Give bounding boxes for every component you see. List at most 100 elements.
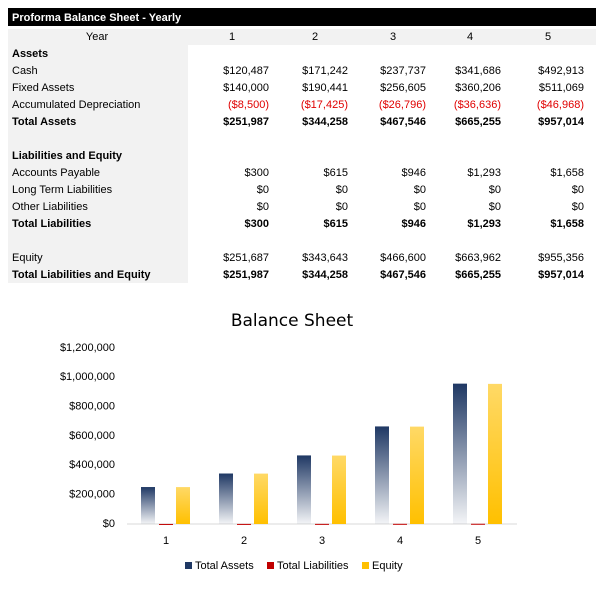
y-tick-label: $1,000,000 — [60, 371, 115, 383]
row-label: Other Liabilities — [12, 201, 88, 213]
row-label: Total Assets — [12, 116, 76, 128]
cell: $0 — [336, 201, 348, 213]
cell: $0 — [257, 201, 269, 213]
legend-label: Total Assets — [195, 560, 254, 572]
legend-swatch — [185, 562, 192, 569]
x-tick-label: 1 — [163, 535, 169, 547]
label-column-bg — [8, 45, 188, 283]
cell: $251,987 — [223, 116, 269, 128]
row-label: Accounts Payable — [12, 167, 100, 179]
row-label: Cash — [12, 65, 38, 77]
x-tick-label: 5 — [475, 535, 481, 547]
bar — [176, 487, 190, 524]
chart-title: Balance Sheet — [231, 311, 354, 331]
cell: $955,356 — [538, 252, 584, 264]
cell: $615 — [324, 218, 348, 230]
cell: $957,014 — [538, 269, 585, 281]
cell: $1,658 — [550, 167, 584, 179]
row-label: Accumulated Depreciation — [12, 99, 140, 111]
cell: $492,913 — [538, 65, 584, 77]
header-row-bg — [8, 29, 596, 45]
header-cell: Year — [86, 31, 109, 43]
cell: $341,686 — [455, 65, 501, 77]
cell: $251,987 — [223, 269, 269, 281]
cell: $1,658 — [550, 218, 584, 230]
cell: $466,600 — [380, 252, 426, 264]
cell: $1,293 — [467, 167, 501, 179]
bar — [315, 523, 329, 525]
row-label: Fixed Assets — [12, 82, 75, 94]
bar — [488, 383, 502, 524]
row-label: Equity — [12, 252, 43, 264]
cell: $957,014 — [538, 116, 585, 128]
cell: $467,546 — [380, 269, 426, 281]
row-label: Long Term Liabilities — [12, 184, 113, 196]
cell: $0 — [572, 201, 584, 213]
bar — [159, 523, 173, 525]
cell: $300 — [245, 218, 269, 230]
cell: $0 — [489, 201, 501, 213]
header-cell: 5 — [545, 31, 551, 43]
cell: $0 — [336, 184, 348, 196]
bar — [410, 426, 424, 524]
cell: $665,255 — [455, 269, 501, 281]
header-cell: 4 — [467, 31, 473, 43]
bar — [471, 523, 485, 525]
bar — [219, 473, 233, 524]
cell: $946 — [402, 167, 426, 179]
bar — [297, 455, 311, 524]
row-label: Assets — [12, 48, 48, 60]
y-tick-label: $0 — [103, 518, 115, 530]
cell: $344,258 — [302, 269, 348, 281]
cell: $344,258 — [302, 116, 348, 128]
cell: $251,687 — [223, 252, 269, 264]
bar — [453, 383, 467, 524]
cell: $256,605 — [380, 82, 426, 94]
cell: $615 — [324, 167, 348, 179]
cell: $0 — [414, 184, 426, 196]
cell: ($46,968) — [537, 99, 584, 111]
y-tick-label: $800,000 — [69, 401, 115, 413]
header-cell: 2 — [312, 31, 318, 43]
bar — [393, 523, 407, 525]
cell: $0 — [257, 184, 269, 196]
x-tick-label: 4 — [397, 535, 403, 547]
header-cell: 3 — [390, 31, 396, 43]
row-label: Total Liabilities and Equity — [12, 269, 151, 281]
x-tick-label: 3 — [319, 535, 325, 547]
cell: $120,487 — [223, 65, 269, 77]
cell: ($36,636) — [454, 99, 501, 111]
cell: $946 — [402, 218, 426, 230]
y-tick-label: $400,000 — [69, 459, 115, 471]
cell: $0 — [572, 184, 584, 196]
legend-swatch — [362, 562, 369, 569]
cell: $171,242 — [302, 65, 348, 77]
cell: $300 — [245, 167, 269, 179]
cell: $0 — [489, 184, 501, 196]
cell: $190,441 — [302, 82, 348, 94]
legend-label: Equity — [372, 560, 403, 572]
cell: $665,255 — [455, 116, 501, 128]
row-label: Liabilities and Equity — [12, 150, 123, 162]
y-tick-label: $1,200,000 — [60, 342, 115, 354]
cell: $360,206 — [455, 82, 501, 94]
cell: $140,000 — [223, 82, 269, 94]
cell: $237,737 — [380, 65, 426, 77]
cell: ($8,500) — [228, 99, 269, 111]
bar — [141, 487, 155, 524]
cell: $0 — [414, 201, 426, 213]
legend-swatch — [267, 562, 274, 569]
y-tick-label: $200,000 — [69, 489, 115, 501]
bar — [375, 426, 389, 524]
cell: $343,643 — [302, 252, 348, 264]
row-label: Total Liabilities — [12, 218, 91, 230]
bar — [254, 473, 268, 524]
bar — [237, 523, 251, 525]
title-bar — [8, 8, 596, 26]
bar — [332, 455, 346, 524]
header-cell: 1 — [229, 31, 235, 43]
cell: ($17,425) — [301, 99, 348, 111]
legend-label: Total Liabilities — [277, 560, 349, 572]
cell: ($26,796) — [379, 99, 426, 111]
